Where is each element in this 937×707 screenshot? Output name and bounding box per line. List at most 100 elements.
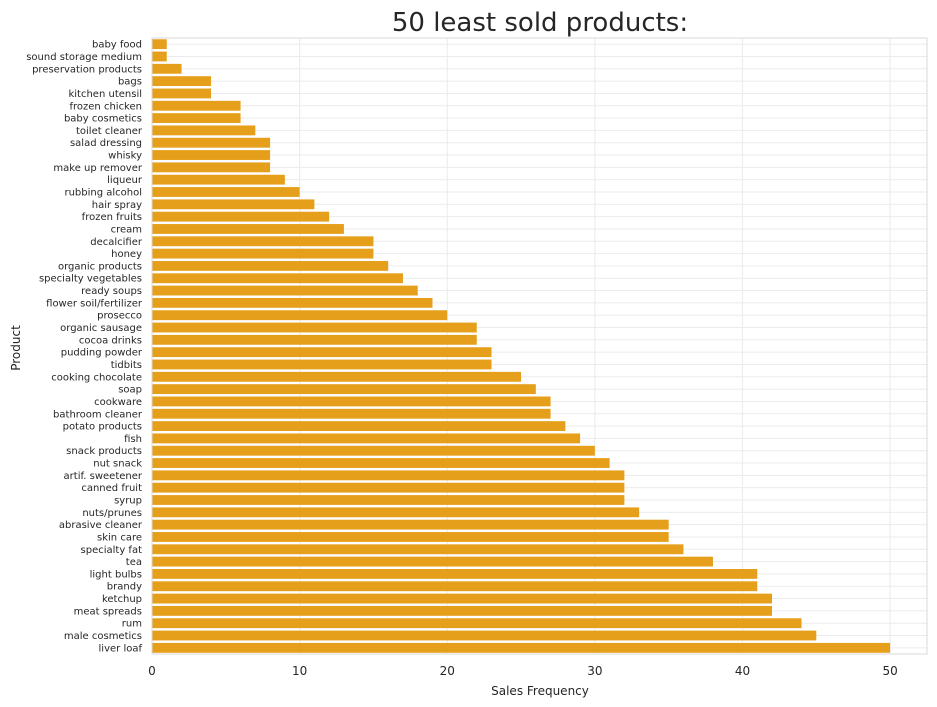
bar (152, 334, 477, 345)
y-tick-label: baby food (92, 40, 142, 51)
bars (152, 39, 891, 653)
bar (152, 260, 389, 271)
y-tick-label: male cosmetics (64, 631, 142, 642)
bar (152, 224, 344, 234)
y-tick-label: rubbing alcohol (64, 188, 142, 199)
bar (152, 211, 330, 222)
y-tick-label: canned fruit (81, 483, 142, 494)
y-tick-label: bags (118, 77, 142, 88)
bar (152, 507, 640, 518)
y-tick-label: soap (118, 385, 142, 396)
bar (152, 421, 566, 432)
bar (152, 248, 374, 259)
y-tick-label: bathroom cleaner (53, 409, 143, 420)
bar (152, 236, 374, 247)
y-tick-label: cream (111, 224, 142, 235)
y-tick-label: make up remover (53, 163, 142, 174)
bar (152, 605, 772, 616)
bar (152, 297, 433, 308)
y-tick-label: skin care (97, 532, 142, 543)
bar (152, 187, 300, 197)
y-tick-label: light bulbs (90, 569, 142, 580)
y-tick-label: decalcifier (90, 237, 143, 248)
bar (152, 162, 271, 173)
bar (152, 519, 669, 530)
y-tick-label: toilet cleaner (76, 126, 143, 137)
bar (152, 568, 758, 579)
bar (152, 630, 817, 641)
y-tick-label: frozen chicken (70, 101, 143, 112)
bar (152, 88, 212, 99)
x-axis-label: Sales Frequency (491, 684, 589, 698)
bar (152, 384, 536, 395)
y-tick-label: nut snack (93, 459, 142, 470)
bar (152, 137, 271, 148)
y-tick-label: flower soil/fertilizer (46, 298, 143, 309)
y-tick-label: specialty fat (81, 545, 143, 556)
y-tick-label: cookware (94, 397, 142, 408)
x-tick-label: 40 (735, 664, 750, 678)
y-tick-label: liqueur (107, 175, 143, 186)
y-tick-label: brandy (107, 582, 142, 593)
bar (152, 458, 610, 468)
y-tick-label: hair spray (92, 200, 142, 211)
x-tick-label: 0 (148, 664, 156, 678)
bar (152, 581, 758, 592)
bar (152, 310, 448, 321)
y-tick-label: fish (124, 434, 142, 445)
bar (152, 544, 684, 555)
y-tick-label: prosecco (97, 311, 142, 322)
y-tick-label: pudding powder (61, 348, 143, 359)
x-tick-label: 50 (882, 664, 897, 678)
bar (152, 39, 167, 50)
x-tick-label: 20 (440, 664, 455, 678)
bar (152, 51, 167, 62)
y-tick-label: ketchup (102, 594, 142, 605)
bar (152, 63, 182, 74)
plot-frame (151, 37, 928, 655)
y-tick-label: artif. sweetener (64, 471, 143, 482)
bar (152, 125, 256, 136)
bar (152, 322, 477, 333)
bar (152, 150, 271, 160)
y-tick-label: tidbits (111, 360, 142, 371)
y-tick-label: snack products (66, 446, 142, 457)
y-tick-label: abrasive cleaner (59, 520, 143, 531)
bar (152, 285, 418, 296)
y-tick-label: cocoa drinks (79, 335, 142, 346)
y-tick-label: sound storage medium (26, 52, 142, 63)
bar (152, 396, 551, 407)
bar (152, 495, 625, 505)
y-tick-label: organic products (58, 261, 142, 272)
y-tick-label: cooking chocolate (51, 372, 142, 383)
y-tick-label: potato products (63, 422, 142, 433)
bar (152, 618, 802, 629)
y-tick-label: baby cosmetics (64, 114, 142, 125)
y-tick-label: meat spreads (74, 606, 142, 617)
y-tick-label: nuts/prunes (82, 508, 142, 519)
y-tick-label: tea (126, 557, 142, 568)
y-tick-label: rum (122, 619, 142, 630)
y-tick-label: preservation products (32, 64, 142, 75)
bar (152, 100, 241, 111)
bar (152, 199, 315, 210)
chart-title: 50 least sold products: (392, 8, 688, 38)
y-tick-label: syrup (114, 496, 142, 507)
bar (152, 556, 713, 567)
y-tick-label: organic sausage (60, 323, 142, 334)
x-tick-label: 10 (292, 664, 307, 678)
y-tick-label: liver loaf (99, 643, 143, 654)
y-tick-label: honey (111, 249, 142, 260)
bar (152, 470, 625, 481)
y-tick-label: whisky (108, 151, 142, 162)
bar (152, 593, 772, 604)
bar (152, 482, 625, 493)
bar (152, 347, 492, 358)
bar (152, 174, 285, 185)
grid (151, 38, 927, 654)
bar (152, 76, 212, 87)
bar (152, 532, 669, 542)
bar (152, 359, 492, 370)
